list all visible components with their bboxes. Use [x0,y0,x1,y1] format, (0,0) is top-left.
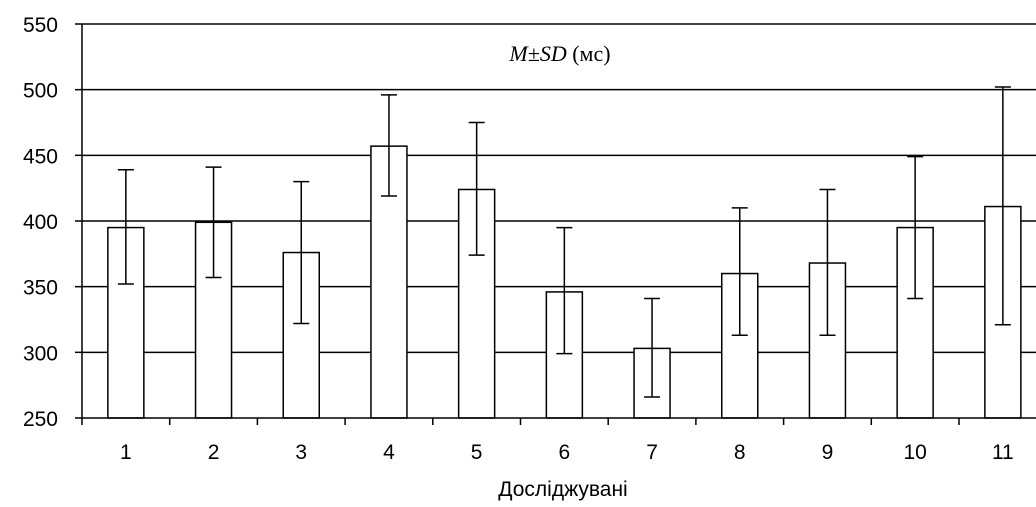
y-tick-label-500: 500 [23,80,58,103]
x-tick-label-4: 4 [383,441,395,464]
x-axis-title: Досліджувані [498,478,627,501]
x-tick-label-5: 5 [471,441,483,464]
x-tick-label-8: 8 [734,441,746,464]
x-tick-label-9: 9 [822,441,834,464]
x-tick-label-3: 3 [295,441,307,464]
x-tick-label-10: 10 [903,441,926,464]
x-tick-label-2: 2 [208,441,220,464]
x-tick-label-1: 1 [120,441,132,464]
tick-labels: 250 300 350 400 450 500 550 1 2 3 4 5 6 7 8 9 10 11 [23,14,1014,464]
y-tick-label-350: 350 [23,277,58,300]
x-tick-label-7: 7 [646,441,658,464]
y-tick-label-400: 400 [23,211,58,234]
y-tick-label-550: 550 [23,14,58,37]
x-tick-label-6: 6 [559,441,571,464]
y-tick-label-450: 450 [23,145,58,168]
gridlines [82,23,1036,354]
axes [75,23,1036,425]
annotation-unit: (мс) [567,41,611,66]
chart-annotation: M±SD (мс) [508,41,610,66]
error-bars [117,86,1011,398]
x-tick-label-11: 11 [992,441,1014,464]
y-tick-label-250: 250 [23,408,58,431]
annotation-main: M±SD [508,41,566,66]
y-tick-label-300: 300 [23,342,58,365]
